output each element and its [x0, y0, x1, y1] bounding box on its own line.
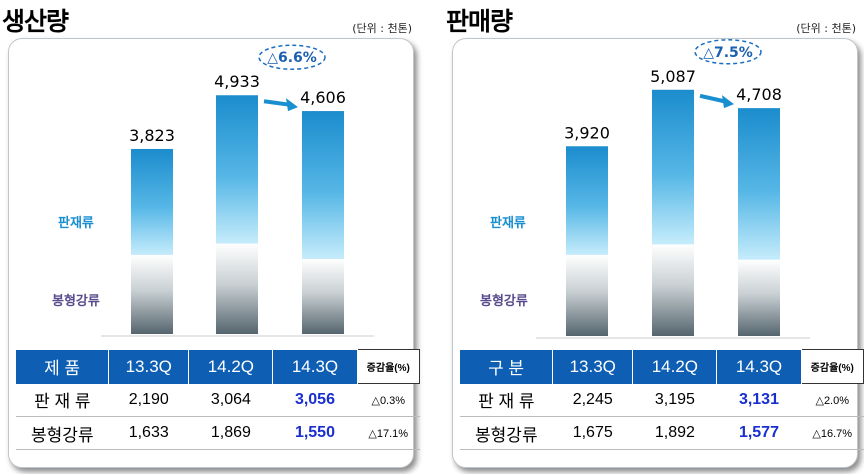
table-row: 봉형강류 1,633 1,869 1,550 △17.1%: [16, 416, 420, 450]
table-cell: 1,675: [552, 416, 633, 450]
table-header-row: 구 분 13.3Q 14.2Q 14.3Q 증감율(%): [460, 349, 864, 384]
table-row: 봉형강류 1,675 1,892 1,577 △16.7%: [460, 416, 864, 450]
bar-bottom-13.3Q: [566, 254, 608, 336]
table-cell: 1,550: [272, 416, 358, 450]
table-cell: 1,892: [632, 416, 717, 450]
table-cell: 1,869: [188, 416, 273, 450]
production-title: 생산량: [2, 7, 69, 36]
header-col: 13.3Q: [552, 349, 634, 384]
legend-bar-section: 봉형강류: [480, 294, 528, 309]
bar-top-14.2Q: [216, 95, 258, 244]
total-label: 3,920: [564, 123, 610, 142]
header-division: 구 분: [460, 349, 554, 384]
sales-unit: (단위 : 천톤): [796, 22, 856, 35]
legend-plate: 판재류: [490, 216, 526, 231]
header-rate: 증감율(%): [800, 349, 864, 384]
bar-top-14.3Q: [738, 108, 780, 260]
legend-bar-section: 봉형강류: [52, 294, 100, 309]
table-header-row: 제 품 13.3Q 14.2Q 14.3Q 증감율(%): [16, 349, 421, 384]
header-col: 14.2Q: [632, 349, 718, 384]
header-rate: 증감율(%): [356, 349, 421, 384]
total-label: 4,708: [736, 85, 782, 104]
bar-bottom-13.3Q: [131, 254, 173, 334]
production-table: 제 품 13.3Q 14.2Q 14.3Q 증감율(%) 판 재 류 2,190…: [16, 349, 421, 450]
total-label: 3,823: [129, 126, 175, 145]
production-chart: 3,823 4,933 4,606 △6.6% 판재류 봉형강류: [0, 0, 420, 345]
bar-bottom-14.2Q: [652, 244, 694, 336]
table-cell: 3,056: [272, 383, 358, 417]
row-label: 봉형강류: [460, 416, 553, 450]
table-cell-rate: △17.1%: [357, 416, 420, 450]
bar-top-14.3Q: [302, 111, 344, 259]
production-unit: (단위 : 천톤): [352, 22, 412, 35]
change-badge: [694, 39, 762, 65]
total-label: 4,606: [300, 88, 346, 107]
production-chart-svg: 3,823 4,933 4,606 △6.6%: [101, 44, 374, 337]
header-product: 제 품: [16, 349, 110, 384]
table-row: 판 재 류 2,190 3,064 3,056 △0.3%: [16, 383, 420, 417]
trend-arrowhead: [722, 95, 734, 109]
bar-top-14.2Q: [652, 89, 694, 245]
legend-plate: 판재류: [58, 216, 94, 231]
table-cell: 3,195: [632, 383, 717, 417]
total-label: 4,933: [214, 72, 260, 91]
table-cell: 1,633: [108, 416, 189, 450]
sales-chart: 3,920 5,087 4,708 △7.5% 판재류 봉형강류: [444, 0, 864, 345]
total-label: 5,087: [650, 67, 696, 86]
table-row: 판 재 류 2,245 3,195 3,131 △2.0%: [460, 383, 864, 417]
table-cell-rate: △16.7%: [801, 416, 864, 450]
change-badge-text: △7.5%: [703, 45, 753, 61]
table-cell: 1,577: [716, 416, 802, 450]
row-label: 판 재 류: [460, 383, 553, 417]
table-cell-rate: △0.3%: [357, 383, 420, 417]
table-cell: 2,245: [552, 383, 633, 417]
change-badge: [258, 44, 326, 70]
change-badge-text: △6.6%: [267, 50, 317, 66]
bar-top-13.3Q: [131, 148, 173, 255]
sales-table: 구 분 13.3Q 14.2Q 14.3Q 증감율(%) 판 재 류 2,245…: [460, 349, 864, 450]
trend-arrowhead: [286, 98, 298, 112]
header-col: 14.2Q: [188, 349, 274, 384]
sales-panel: 판매량 (단위 : 천톤) 3,920 5,087 4,708 △7.5% 판재류 봉…: [444, 0, 864, 474]
row-label: 봉형강류: [16, 416, 109, 450]
sales-title: 판매량: [446, 7, 513, 36]
table-cell: 2,190: [108, 383, 189, 417]
table-cell-rate: △2.0%: [801, 383, 864, 417]
bar-bottom-14.3Q: [738, 259, 780, 336]
bar-bottom-14.2Q: [216, 243, 258, 334]
table-cell: 3,131: [716, 383, 802, 417]
header-col: 14.3Q: [716, 349, 802, 384]
bar-bottom-14.3Q: [302, 258, 344, 334]
header-col: 13.3Q: [108, 349, 190, 384]
table-cell: 3,064: [188, 383, 273, 417]
row-label: 판 재 류: [16, 383, 109, 417]
production-panel: 생산량 (단위 : 천톤) 3,823 4,933 4,606 △6.6% 판재류 봉…: [0, 0, 421, 474]
header-col: 14.3Q: [272, 349, 358, 384]
sales-chart-svg: 3,920 5,087 4,708 △7.5%: [536, 39, 810, 339]
bar-top-13.3Q: [566, 146, 608, 255]
